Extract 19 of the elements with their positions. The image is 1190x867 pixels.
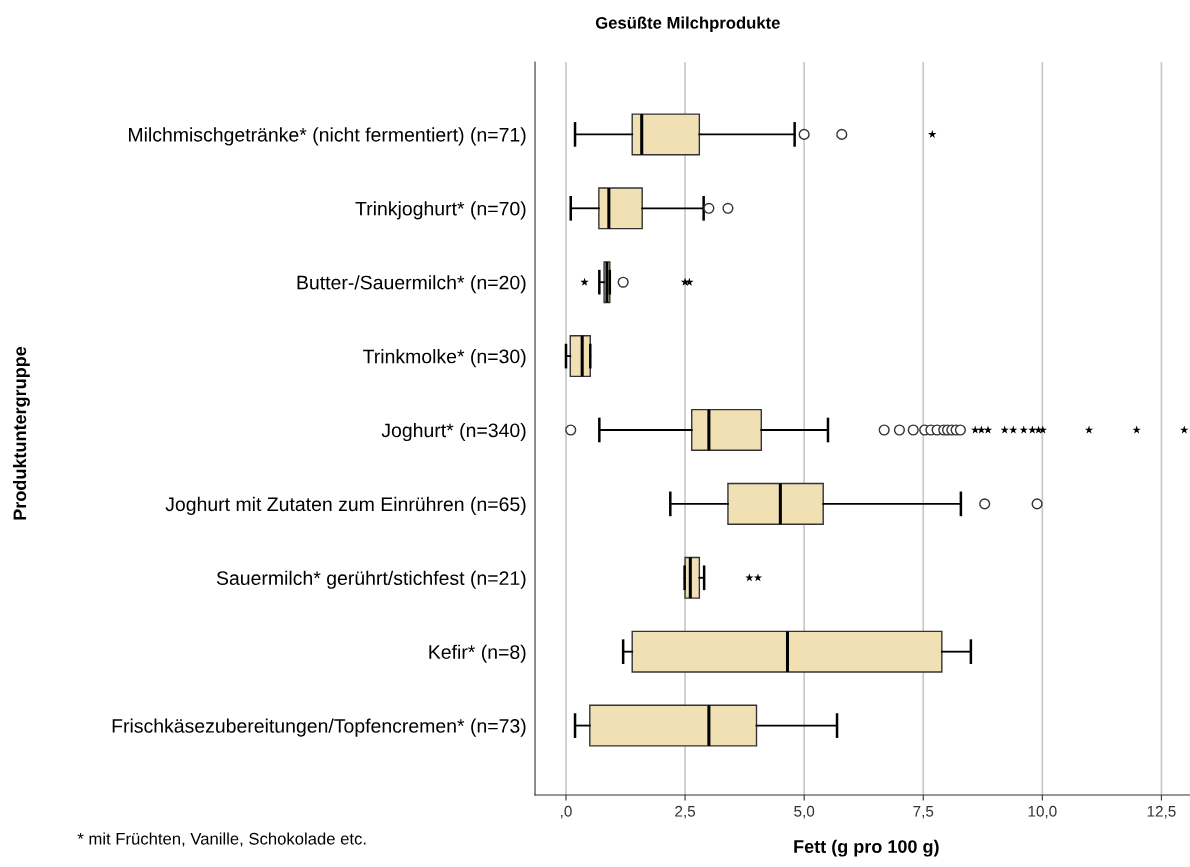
y-tick-label: Frischkäsezubereitungen/Topfencremen* (n=73) [112, 718, 526, 737]
x-tick-label: 5,0 [794, 805, 815, 819]
x-axis-title: Fett (g pro 100 g) [794, 839, 939, 857]
x-tick-label: 2,5 [675, 805, 696, 819]
y-tick-label: Butter-/Sauermilch* (n=20) [297, 275, 526, 294]
y-tick-label: Joghurt mit Zutaten zum Einrühren (n=65) [165, 496, 526, 515]
y-tick-label: Trinkmolke* (n=30) [363, 349, 526, 368]
y-tick-label: Sauermilch* gerührt/stichfest (n=21) [216, 570, 526, 589]
x-tick-label: 12,5 [1147, 805, 1176, 819]
text: * mit Früchten, Vanille, Schokolade etc. [77, 832, 366, 847]
y-tick-label: Kefir* (n=8) [429, 644, 526, 663]
chart-title: Gesüßte Milchprodukte [595, 16, 780, 33]
x-tick-label: 10,0 [1028, 805, 1057, 819]
x-tick-label: ,0 [560, 805, 572, 819]
y-axis-title: Produktuntergruppe [12, 346, 30, 520]
y-tick-label: Milchmischgetränke* (nicht fermentiert) (n=71) [129, 127, 526, 146]
y-tick-label: Joghurt* (n=340) [381, 422, 526, 442]
y-tick-label: Trinkjoghurt* (n=70) [355, 201, 526, 220]
x-tick-label: 7,5 [913, 806, 934, 819]
